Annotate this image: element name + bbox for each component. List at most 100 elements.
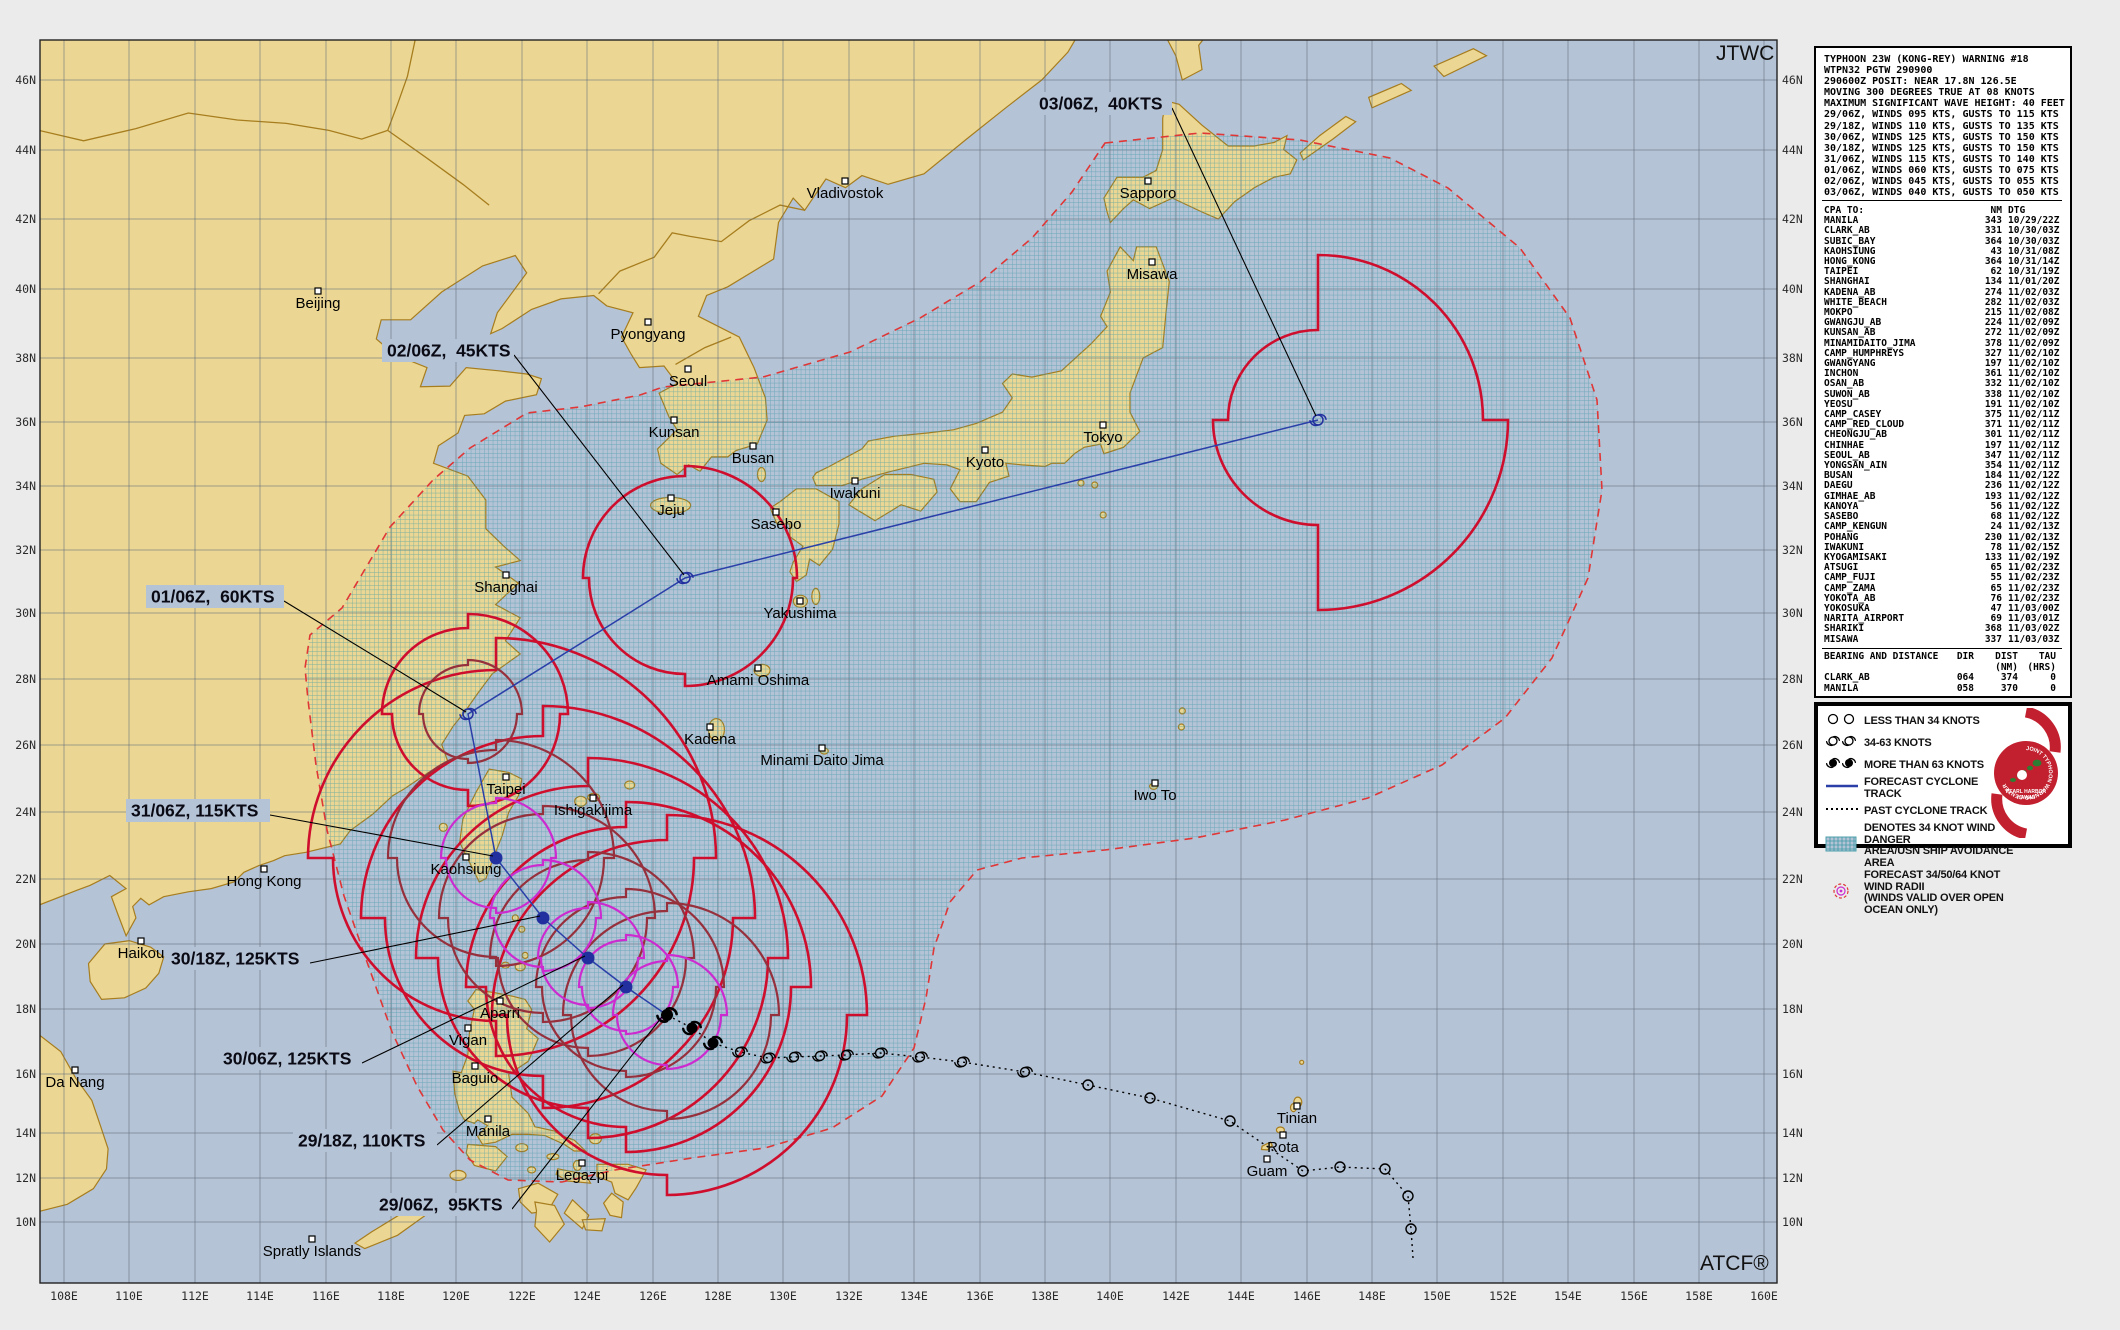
city-label: Vladivostok bbox=[807, 185, 884, 202]
cpa-row: MINAMIDAITO_JIMA 378 11/02/09Z bbox=[1824, 337, 2060, 349]
cyclone-symbol-tails bbox=[786, 1051, 802, 1063]
cpa-row: GWANGYANG 197 11/02/10Z bbox=[1824, 358, 2060, 370]
cpa-row: OSAN_AB 332 11/02/10Z bbox=[1824, 378, 2060, 390]
legend-item-lt34: LESS THAN 34 KNOTS bbox=[1824, 711, 2014, 732]
label-leader-line bbox=[1171, 107, 1317, 417]
city-label: Pyongyang bbox=[610, 326, 685, 343]
logo-text-line1: PEARL HARBOR bbox=[2006, 789, 2047, 795]
city-label: Shanghai bbox=[474, 579, 537, 596]
coastline-landmass bbox=[581, 1218, 606, 1232]
cpa-row: HONG_KONG 364 10/31/14Z bbox=[1824, 256, 2060, 268]
cpa-row: DAEGU 236 11/02/12Z bbox=[1824, 480, 2060, 492]
lon-tick-label: 142E bbox=[1162, 1289, 1190, 1303]
cpa-row: SUWON_AB 338 11/02/10Z bbox=[1824, 388, 2060, 400]
lat-tick-label-left: 28N bbox=[15, 672, 36, 686]
past-position-lt34 bbox=[1379, 1163, 1391, 1175]
label-leader-line bbox=[436, 984, 624, 1146]
radius-34kt bbox=[306, 636, 718, 1058]
cpa-row: MANILA 343 10/29/22Z bbox=[1824, 215, 2060, 227]
bearing-header-row: BEARING AND DISTANCE DIR DIST TAU bbox=[1824, 651, 2056, 662]
city-marker bbox=[1144, 177, 1152, 185]
radius-64kt bbox=[439, 796, 558, 915]
city-marker bbox=[484, 1115, 492, 1123]
city-label: Spratly Islands bbox=[263, 1243, 361, 1260]
coastline-landmass bbox=[87, 940, 165, 1001]
lon-tick-label: 124E bbox=[573, 1289, 601, 1303]
legend-item-label: LESS THAN 34 KNOTS bbox=[1864, 714, 1980, 727]
lon-tick-label: 158E bbox=[1685, 1289, 1713, 1303]
city-marker bbox=[502, 571, 510, 579]
lat-tick-label-right: 36N bbox=[1782, 415, 1803, 429]
past-position-gt63 bbox=[686, 1022, 698, 1034]
cpa-row: NARITA_AIRPORT 69 11/03/01Z bbox=[1824, 613, 2060, 625]
lat-tick-label-left: 22N bbox=[15, 872, 36, 886]
lat-tick-label-right: 14N bbox=[1782, 1126, 1803, 1140]
radius-34kt bbox=[359, 704, 757, 1110]
cyclone-symbol-tails bbox=[682, 1020, 702, 1036]
track-label-bg bbox=[293, 1129, 437, 1152]
city-label: Iwo To bbox=[1133, 787, 1176, 804]
cpa-row: CAMP_FUJI 55 11/02/23Z bbox=[1824, 572, 2060, 584]
lat-tick-label-left: 14N bbox=[15, 1126, 36, 1140]
city-marker bbox=[260, 865, 268, 873]
cpa-row: IWAKUNI 78 11/02/15Z bbox=[1824, 541, 2060, 553]
radii-icon bbox=[1824, 882, 1864, 904]
cpa-row: CAMP_KENGUN 24 11/02/13Z bbox=[1824, 521, 2060, 533]
cpa-row: MOKPO 215 11/02/08Z bbox=[1824, 307, 2060, 319]
lon-tick-label: 134E bbox=[900, 1289, 928, 1303]
cpa-row: KADENA_AB 274 11/02/03Z bbox=[1824, 286, 2060, 298]
cpa-row: CAMP_CASEY 375 11/02/11Z bbox=[1824, 409, 2060, 421]
city-label: Da Nang bbox=[45, 1074, 104, 1091]
legend-item-label: DENOTES 34 KNOT WIND DANGER AREA/USN SHIP… bbox=[1864, 822, 2014, 869]
city-label: Minami Daito Jima bbox=[760, 752, 884, 769]
radius-50kt bbox=[386, 738, 616, 968]
track-label: 03/06Z, 40KTS bbox=[1039, 94, 1163, 114]
legend-item-gt63: MORE THAN 63 KNOTS bbox=[1824, 755, 2014, 776]
city-marker bbox=[471, 1062, 479, 1070]
cpa-row: CAMP_RED_CLOUD 371 11/02/11Z bbox=[1824, 419, 2060, 431]
past-position-lt34 bbox=[1082, 1079, 1094, 1091]
city-marker bbox=[314, 287, 322, 295]
city-marker bbox=[496, 997, 504, 1005]
legend-item-label: MORE THAN 63 KNOTS bbox=[1864, 758, 1984, 771]
city-marker bbox=[589, 794, 597, 802]
city-label: Busan bbox=[732, 450, 775, 467]
lat-tick-label-right: 46N bbox=[1782, 73, 1803, 87]
lat-tick-label-left: 32N bbox=[15, 543, 36, 557]
legend-item-b3463: 34-63 KNOTS bbox=[1824, 733, 2014, 754]
city-marker bbox=[667, 494, 675, 502]
country-border bbox=[40, 40, 416, 142]
track-label-bg bbox=[146, 585, 284, 608]
city-marker bbox=[706, 723, 714, 731]
forecast-position-gt63 bbox=[619, 980, 633, 994]
city-marker bbox=[1293, 1102, 1301, 1110]
lat-tick-label-right: 24N bbox=[1782, 805, 1803, 819]
label-leader-line bbox=[309, 915, 541, 964]
cpa-row: SEOUL_AB 347 11/02/11Z bbox=[1824, 449, 2060, 461]
danger-icon bbox=[1824, 836, 1864, 857]
small-island bbox=[1299, 1059, 1305, 1065]
coastline-landmass bbox=[1367, 82, 1413, 109]
city-label: Ishigakijima bbox=[554, 802, 633, 819]
lon-tick-label: 108E bbox=[50, 1289, 78, 1303]
radius-34kt bbox=[1211, 253, 1510, 612]
cyclone-symbol-tails bbox=[732, 1046, 748, 1058]
past-position-lt34 bbox=[1334, 1161, 1346, 1173]
city-marker bbox=[754, 664, 762, 672]
track-label-bg bbox=[126, 799, 270, 822]
legend-item-radii: FORECAST 34/50/64 KNOT WIND RADII (WINDS … bbox=[1824, 869, 2014, 916]
city-marker bbox=[851, 477, 859, 485]
city-marker bbox=[137, 937, 145, 945]
lat-tick-label-right: 26N bbox=[1782, 738, 1803, 752]
lon-tick-label: 146E bbox=[1293, 1289, 1321, 1303]
cpa-row: INCHON 361 11/02/10Z bbox=[1824, 368, 2060, 380]
jtwc-map-watermark: JTWC bbox=[1716, 42, 1775, 65]
lon-tick-label: 112E bbox=[181, 1289, 209, 1303]
lon-tick-label: 138E bbox=[1031, 1289, 1059, 1303]
cpa-row: CHINHAE 197 11/02/11Z bbox=[1824, 439, 2060, 451]
past-position-lt34 bbox=[1297, 1165, 1309, 1177]
bearing-row: CLARK_AB 064 374 0 bbox=[1824, 672, 2056, 683]
jtwc-logo: JOINT TYPHOON WARNING CENTER PEARL HARBO… bbox=[1991, 708, 2061, 838]
track-label: 01/06Z, 60KTS bbox=[151, 587, 275, 607]
lon-tick-label: 110E bbox=[115, 1289, 143, 1303]
